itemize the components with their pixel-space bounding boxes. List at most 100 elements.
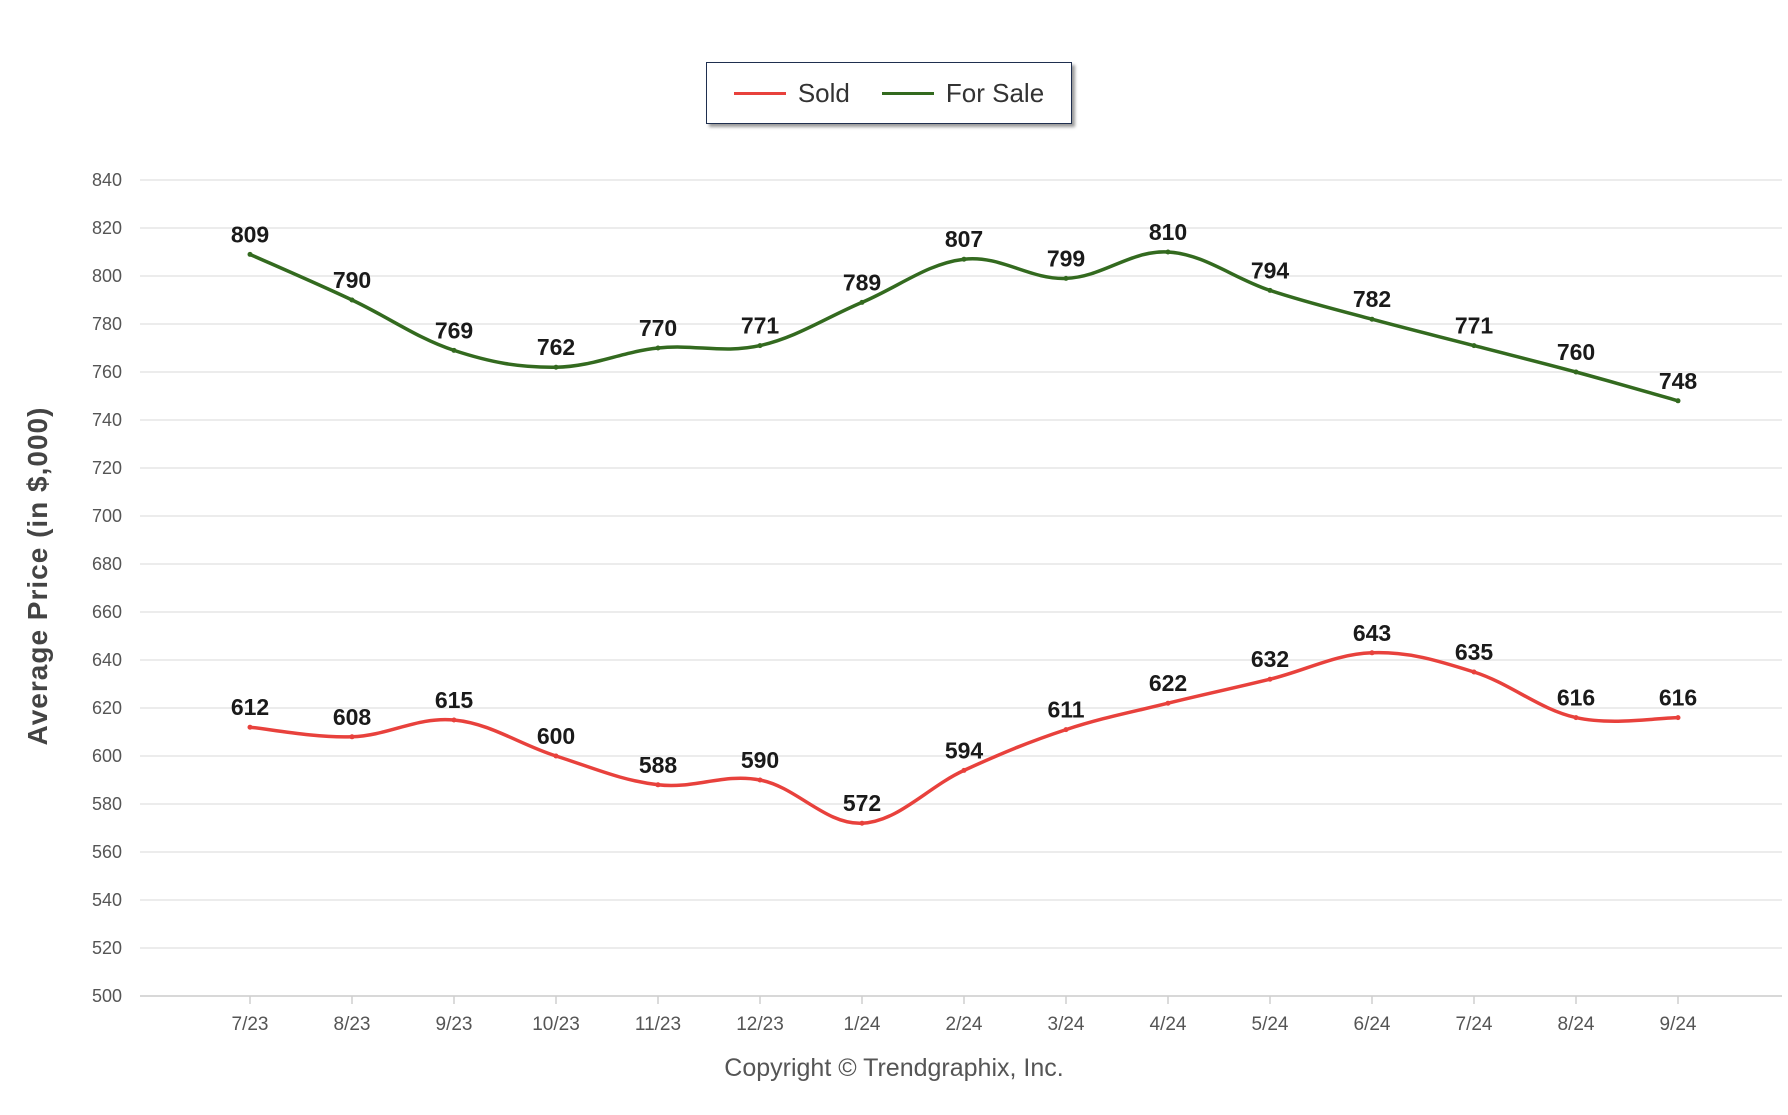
- point-sold-4/24[interactable]: [1165, 700, 1171, 706]
- y-tick-label-640: 640: [92, 650, 122, 670]
- x-tick-label-5/24: 5/24: [1252, 1014, 1289, 1035]
- legend-label-sold: Sold: [797, 77, 850, 108]
- y-tick-label-720: 720: [92, 458, 122, 478]
- point-for-sale-8/23[interactable]: [349, 297, 355, 303]
- point-for-sale-7/23[interactable]: [247, 251, 253, 257]
- data-label-for-sale-1/24: 789: [843, 269, 881, 295]
- y-tick-label-820: 820: [92, 218, 122, 238]
- x-tick-label-4/24: 4/24: [1150, 1014, 1187, 1035]
- point-for-sale-2/24[interactable]: [961, 256, 967, 262]
- x-tick-label-11/23: 11/23: [635, 1014, 681, 1035]
- data-label-sold-8/23: 608: [333, 704, 372, 730]
- data-label-sold-2/24: 594: [945, 737, 984, 763]
- x-tick-label-7/24: 7/24: [1456, 1014, 1493, 1035]
- point-for-sale-9/24[interactable]: [1675, 398, 1681, 404]
- x-tick-label-9/24: 9/24: [1660, 1014, 1697, 1035]
- y-axis-title: Average Price (in $,000): [22, 406, 53, 746]
- copyright-text: Copyright © Trendgraphix, Inc.: [724, 1054, 1064, 1082]
- y-tick-label-740: 740: [92, 410, 122, 430]
- x-tick-label-3/24: 3/24: [1048, 1014, 1085, 1035]
- point-sold-8/23[interactable]: [349, 734, 355, 740]
- data-label-sold-7/24: 635: [1455, 639, 1494, 665]
- point-for-sale-11/23[interactable]: [655, 345, 661, 351]
- point-sold-7/24[interactable]: [1471, 669, 1477, 675]
- point-for-sale-12/23[interactable]: [757, 343, 763, 349]
- data-label-for-sale-8/23: 790: [333, 267, 371, 293]
- data-label-sold-7/23: 612: [231, 694, 269, 720]
- x-tick-label-1/24: 1/24: [844, 1014, 881, 1035]
- data-label-for-sale-9/23: 769: [435, 317, 473, 343]
- point-sold-6/24[interactable]: [1369, 650, 1375, 656]
- data-label-sold-5/24: 632: [1251, 646, 1289, 672]
- data-label-for-sale-9/24: 748: [1659, 368, 1698, 394]
- data-label-for-sale-8/24: 760: [1557, 339, 1595, 365]
- y-tick-label-540: 540: [92, 890, 122, 910]
- x-tick-label-9/23: 9/23: [436, 1014, 473, 1035]
- data-label-for-sale-6/24: 782: [1353, 286, 1391, 312]
- point-sold-1/24[interactable]: [859, 820, 865, 826]
- x-axis: 7/23 8/23 9/23 10/23 11/23 12/23 1/24 2/24 3/24 4…: [140, 995, 1782, 1035]
- point-sold-3/24[interactable]: [1063, 727, 1069, 733]
- x-tick-label-10/23: 10/23: [532, 1014, 580, 1035]
- y-tick-label-500: 500: [92, 986, 122, 1006]
- point-sold-2/24[interactable]: [961, 767, 967, 773]
- x-tick-label-2/24: 2/24: [946, 1014, 983, 1035]
- data-label-for-sale-11/23: 770: [639, 315, 677, 341]
- legend-item-for-sale[interactable]: For Sale: [881, 77, 1045, 109]
- x-tick-label-8/23: 8/23: [334, 1014, 371, 1035]
- gridlines: [140, 179, 1782, 997]
- data-label-sold-8/24: 616: [1557, 685, 1595, 711]
- data-label-sold-12/23: 590: [741, 747, 779, 773]
- data-label-sold-11/23: 588: [639, 752, 678, 778]
- data-label-sold-4/24: 622: [1149, 670, 1187, 696]
- legend-label-for-sale: For Sale: [945, 77, 1045, 108]
- point-for-sale-1/24[interactable]: [859, 299, 865, 305]
- data-label-sold-9/24: 616: [1659, 685, 1697, 711]
- point-sold-5/24[interactable]: [1267, 676, 1273, 682]
- point-sold-7/23[interactable]: [247, 724, 253, 730]
- point-for-sale-10/23[interactable]: [553, 364, 559, 370]
- point-for-sale-7/24[interactable]: [1471, 343, 1477, 349]
- legend-swatch-sold: [733, 91, 786, 95]
- data-label-for-sale-3/24: 799: [1047, 245, 1085, 271]
- y-tick-label-560: 560: [92, 842, 122, 862]
- point-for-sale-5/24[interactable]: [1267, 287, 1273, 293]
- point-sold-11/23[interactable]: [655, 782, 661, 788]
- point-for-sale-9/23[interactable]: [451, 347, 457, 353]
- point-for-sale-3/24[interactable]: [1063, 275, 1069, 281]
- point-for-sale-6/24[interactable]: [1369, 316, 1375, 322]
- y-tick-label-760: 760: [92, 362, 122, 382]
- point-sold-10/23[interactable]: [553, 753, 559, 759]
- y-tick-label-800: 800: [92, 266, 122, 286]
- data-label-sold-3/24: 611: [1047, 697, 1084, 723]
- legend-swatch-for-sale: [881, 91, 934, 95]
- y-tick-label-660: 660: [92, 602, 122, 622]
- data-label-sold-6/24: 643: [1353, 620, 1391, 646]
- y-tick-label-840: 840: [92, 170, 122, 190]
- y-tick-label-620: 620: [92, 698, 122, 718]
- point-sold-9/23[interactable]: [451, 717, 457, 723]
- data-label-for-sale-2/24: 807: [945, 226, 983, 252]
- y-tick-label-580: 580: [92, 794, 122, 814]
- point-for-sale-8/24[interactable]: [1573, 369, 1579, 375]
- data-label-for-sale-7/23: 809: [231, 221, 269, 247]
- data-label-sold-9/23: 615: [435, 687, 474, 713]
- point-sold-8/24[interactable]: [1573, 715, 1579, 721]
- data-label-for-sale-12/23: 771: [741, 313, 780, 339]
- data-label-for-sale-5/24: 794: [1251, 257, 1290, 283]
- point-for-sale-4/24[interactable]: [1165, 249, 1171, 255]
- data-label-sold-1/24: 572: [843, 790, 881, 816]
- point-sold-12/23[interactable]: [757, 777, 763, 783]
- y-axis-ticks: 500 520 540 560 580 600 620 640 660 680 700 720 740 7…: [92, 170, 122, 1006]
- data-label-sold-10/23: 600: [537, 723, 575, 749]
- x-tick-label-7/23: 7/23: [232, 1014, 269, 1035]
- y-tick-label-780: 780: [92, 314, 122, 334]
- y-tick-label-600: 600: [92, 746, 122, 766]
- y-tick-label-700: 700: [92, 506, 122, 526]
- data-labels: 612 608 615 600 588 590 572 594 611 622 632 643 635 6…: [231, 219, 1698, 816]
- y-tick-label-520: 520: [92, 938, 122, 958]
- point-sold-9/24[interactable]: [1675, 715, 1681, 721]
- x-tick-label-6/24: 6/24: [1354, 1014, 1391, 1035]
- legend-item-sold[interactable]: Sold: [733, 77, 850, 109]
